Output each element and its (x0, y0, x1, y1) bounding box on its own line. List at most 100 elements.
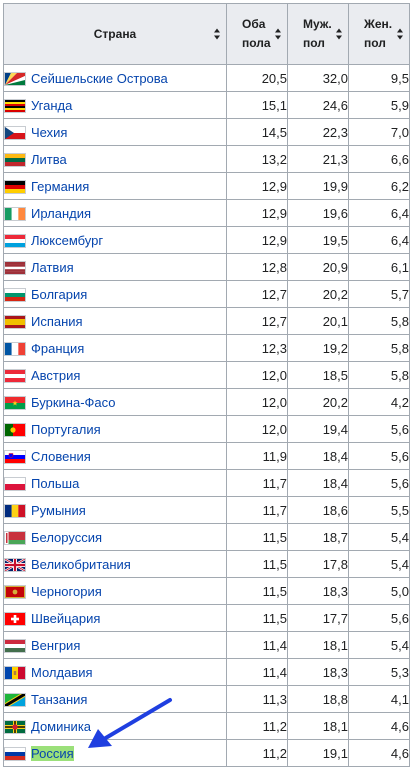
value-cell-male: 24,6 (287, 91, 349, 119)
germany-flag-icon[interactable] (4, 179, 26, 194)
country-cell: Доминика (3, 712, 227, 740)
value-cell-female: 7,0 (348, 118, 410, 146)
uk-flag-icon[interactable] (4, 557, 26, 572)
value-cell-male: 20,2 (287, 280, 349, 308)
country-link[interactable]: Латвия (31, 259, 74, 275)
sort-icon[interactable] (336, 28, 343, 40)
value-cell-female: 5,4 (348, 550, 410, 578)
country-link[interactable]: Люксембург (31, 232, 104, 248)
russia-flag-icon[interactable] (4, 746, 26, 761)
column-header-female[interactable]: Жен. пол (348, 3, 410, 65)
value-cell-male: 19,4 (287, 415, 349, 443)
uganda-flag-icon[interactable] (4, 98, 26, 113)
switzerland-flag-icon[interactable] (4, 611, 26, 626)
country-link[interactable]: Словения (31, 448, 91, 464)
suicide-rate-table: Страна Оба пола Муж. пол Жен. пол Сейшел… (3, 3, 410, 767)
bulgaria-flag-icon[interactable] (4, 287, 26, 302)
country-cell: Франция (3, 334, 227, 362)
country-link[interactable]: Великобритания (31, 556, 131, 572)
lithuania-flag-icon[interactable] (4, 152, 26, 167)
country-link[interactable]: Россия (31, 745, 74, 761)
latvia-flag-icon[interactable] (4, 260, 26, 275)
france-flag-icon[interactable] (4, 341, 26, 356)
burkina-faso-flag-icon[interactable] (4, 395, 26, 410)
luxembourg-flag-icon[interactable] (4, 233, 26, 248)
column-header-country-label: Страна (93, 26, 137, 41)
value-cell-both: 12,7 (226, 307, 288, 335)
country-link[interactable]: Буркина-Фасо (31, 394, 116, 410)
value-cell-both: 12,0 (226, 361, 288, 389)
country-cell: Швейцария (3, 604, 227, 632)
table-row: Венгрия 11,4 18,1 5,4 (3, 631, 410, 659)
country-link[interactable]: Ирландия (31, 205, 92, 221)
table-row: Чехия 14,5 22,3 7,0 (3, 118, 410, 146)
value-cell-male: 20,1 (287, 307, 349, 335)
value-cell-male: 18,8 (287, 685, 349, 713)
table-row: Танзания 11,3 18,8 4,1 (3, 685, 410, 713)
montenegro-flag-icon[interactable] (4, 584, 26, 599)
romania-flag-icon[interactable] (4, 503, 26, 518)
country-cell: Танзания (3, 685, 227, 713)
slovenia-flag-icon[interactable] (4, 449, 26, 464)
moldova-flag-icon[interactable] (4, 665, 26, 680)
country-link[interactable]: Молдавия (31, 664, 93, 680)
sort-icon[interactable] (275, 28, 282, 40)
ireland-flag-icon[interactable] (4, 206, 26, 221)
country-link[interactable]: Танзания (31, 691, 88, 707)
country-link[interactable]: Испания (31, 313, 83, 329)
country-link[interactable]: Венгрия (31, 637, 81, 653)
country-link[interactable]: Литва (31, 151, 67, 167)
value-cell-female: 5,6 (348, 469, 410, 497)
country-link[interactable]: Белоруссия (31, 529, 103, 545)
column-header-both[interactable]: Оба пола (226, 3, 288, 65)
country-link[interactable]: Швейцария (31, 610, 101, 626)
portugal-flag-icon[interactable] (4, 422, 26, 437)
country-link[interactable]: Уганда (31, 97, 73, 113)
czechia-flag-icon[interactable] (4, 125, 26, 140)
value-cell-male: 18,5 (287, 361, 349, 389)
value-cell-male: 17,8 (287, 550, 349, 578)
country-link[interactable]: Германия (31, 178, 90, 194)
country-link[interactable]: Румыния (31, 502, 86, 518)
country-link[interactable]: Португалия (31, 421, 101, 437)
austria-flag-icon[interactable] (4, 368, 26, 383)
country-link[interactable]: Доминика (31, 718, 92, 734)
country-link[interactable]: Сейшельские Острова (31, 70, 168, 86)
table-row: Германия 12,9 19,9 6,2 (3, 172, 410, 200)
value-cell-female: 5,7 (348, 280, 410, 308)
tanzania-flag-icon[interactable] (4, 692, 26, 707)
value-cell-female: 4,2 (348, 388, 410, 416)
seychelles-flag-icon[interactable] (4, 71, 26, 86)
table-row: Сейшельские Острова 20,5 32,0 9,5 (3, 64, 410, 92)
country-link[interactable]: Чехия (31, 124, 68, 140)
poland-flag-icon[interactable] (4, 476, 26, 491)
column-header-male[interactable]: Муж. пол (287, 3, 349, 65)
country-cell: Португалия (3, 415, 227, 443)
table-row: Белоруссия 11,5 18,7 5,4 (3, 523, 410, 551)
country-cell: Болгария (3, 280, 227, 308)
column-header-female-label: Жен. пол (364, 17, 393, 50)
column-header-country[interactable]: Страна (3, 3, 227, 65)
value-cell-female: 4,6 (348, 712, 410, 740)
table-row: Польша 11,7 18,4 5,6 (3, 469, 410, 497)
sort-icon[interactable] (397, 28, 404, 40)
value-cell-female: 5,6 (348, 415, 410, 443)
hungary-flag-icon[interactable] (4, 638, 26, 653)
value-cell-both: 11,9 (226, 442, 288, 470)
country-cell: Ирландия (3, 199, 227, 227)
belarus-flag-icon[interactable] (4, 530, 26, 545)
table-row: Россия 11,2 19,1 4,6 (3, 739, 410, 767)
country-link[interactable]: Болгария (31, 286, 88, 302)
country-link[interactable]: Франция (31, 340, 85, 356)
country-link[interactable]: Черногория (31, 583, 102, 599)
value-cell-female: 6,4 (348, 199, 410, 227)
spain-flag-icon[interactable] (4, 314, 26, 329)
dominica-flag-icon[interactable] (4, 719, 26, 734)
value-cell-male: 19,9 (287, 172, 349, 200)
table-row: Франция 12,3 19,2 5,8 (3, 334, 410, 362)
country-cell: Молдавия (3, 658, 227, 686)
country-link[interactable]: Польша (31, 475, 80, 491)
sort-icon[interactable] (214, 28, 221, 40)
country-link[interactable]: Австрия (31, 367, 81, 383)
value-cell-both: 12,9 (226, 199, 288, 227)
